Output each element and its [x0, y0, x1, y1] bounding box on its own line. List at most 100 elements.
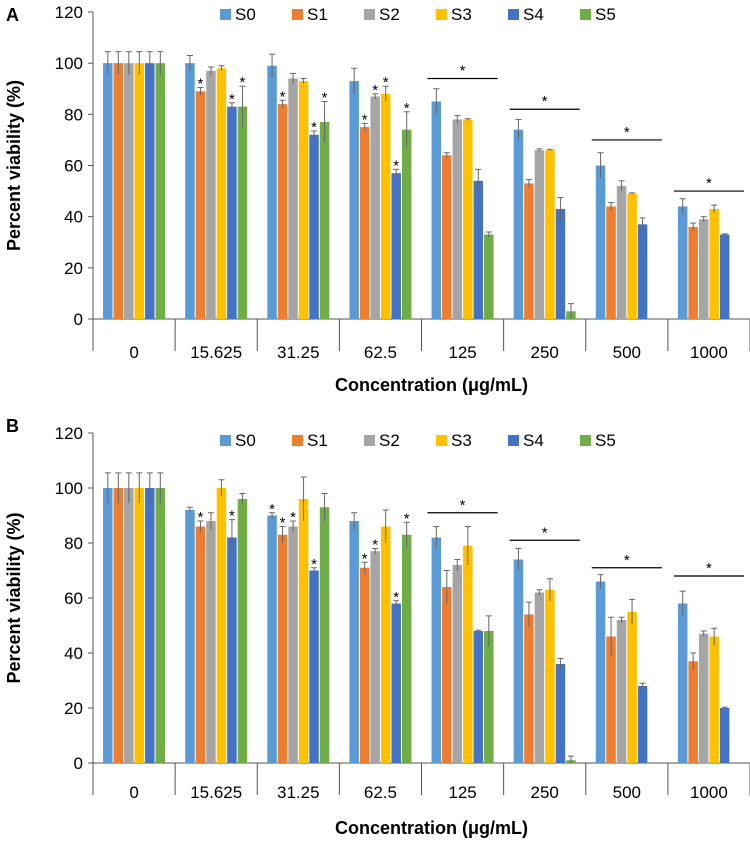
bar-s4-7 — [719, 708, 730, 763]
legend-swatch-s4 — [508, 9, 519, 20]
bar-s1-7 — [688, 661, 698, 763]
bar-s2-0 — [124, 63, 134, 319]
bar-s2-7 — [698, 633, 709, 763]
bar-s3-3 — [380, 526, 391, 763]
bar-s4-2 — [309, 570, 319, 763]
x-tick-label: 125 — [448, 783, 476, 802]
bar-s4-5 — [555, 664, 566, 763]
bar-s4-1 — [227, 106, 237, 320]
significance-star: * — [404, 510, 410, 527]
bar-s2-5 — [534, 150, 545, 319]
bar-s3-1 — [216, 68, 227, 320]
legend-label-s3: S3 — [451, 431, 472, 450]
bar-s0-2 — [267, 515, 277, 763]
bar-s5-2 — [319, 507, 330, 763]
significance-star: * — [542, 93, 548, 110]
y-tick-label: 100 — [55, 54, 83, 73]
bar-s4-1 — [227, 537, 237, 763]
legend-swatch-s5 — [580, 9, 591, 20]
y-tick-label: 40 — [64, 644, 83, 663]
x-tick-label: 250 — [531, 343, 559, 362]
bar-s2-6 — [616, 185, 627, 319]
bar-s5-4 — [484, 631, 494, 763]
legend-swatch-s1 — [292, 9, 303, 20]
x-tick-label: 250 — [531, 783, 559, 802]
bar-s4-5 — [555, 208, 566, 319]
x-tick-label: 0 — [129, 343, 138, 362]
significance-star: * — [280, 515, 286, 532]
x-tick-label: 15.625 — [190, 783, 242, 802]
significance-star: * — [362, 111, 368, 128]
significance-star: * — [240, 74, 246, 91]
y-tick-label: 20 — [64, 699, 83, 718]
significance-star: * — [460, 497, 466, 514]
bar-s1-3 — [359, 127, 370, 319]
significance-star: * — [706, 560, 712, 577]
bar-s1-1 — [195, 526, 206, 763]
legend-label-s1: S1 — [307, 431, 328, 450]
bar-s3-7 — [709, 636, 719, 763]
bar-s1-7 — [688, 226, 698, 319]
bar-s1-0 — [113, 63, 124, 319]
bar-s1-4 — [442, 155, 452, 319]
bar-s4-3 — [391, 603, 401, 763]
bar-s0-3 — [349, 521, 359, 763]
bar-s0-7 — [677, 603, 688, 763]
significance-star: * — [624, 124, 630, 141]
bar-s1-2 — [277, 534, 288, 763]
bar-s0-4 — [431, 101, 442, 320]
bar-s2-2 — [288, 78, 298, 320]
bar-s0-0 — [103, 488, 113, 763]
bar-s4-2 — [309, 134, 319, 319]
x-tick-label: 500 — [613, 783, 641, 802]
bar-s4-4 — [473, 180, 484, 319]
legend-label-s3: S3 — [451, 5, 472, 24]
significance-star: * — [229, 508, 235, 525]
x-tick-label: 125 — [448, 343, 476, 362]
x-tick-label: 0 — [129, 783, 138, 802]
bar-s0-5 — [513, 129, 524, 319]
legend-label-s1: S1 — [307, 5, 328, 24]
x-tick-label: 31.25 — [277, 343, 320, 362]
y-tick-label: 120 — [55, 3, 83, 22]
bar-s5-1 — [237, 499, 248, 763]
significance-star: * — [229, 91, 235, 108]
y-tick-label: 80 — [64, 534, 83, 553]
bar-s0-7 — [677, 206, 688, 319]
bar-s3-7 — [709, 208, 719, 319]
significance-star: * — [198, 509, 204, 526]
bar-s2-2 — [288, 526, 298, 763]
bar-s5-0 — [155, 488, 166, 763]
bar-s0-6 — [595, 165, 606, 319]
bar-s1-6 — [606, 636, 616, 763]
bar-s4-6 — [637, 224, 648, 319]
bar-s3-2 — [298, 81, 309, 319]
bar-s1-0 — [113, 488, 124, 763]
bar-s1-4 — [442, 587, 452, 763]
y-axis-title: Percent viability (%) — [4, 80, 24, 251]
bar-s5-0 — [155, 63, 166, 319]
x-tick-label: 62.5 — [364, 343, 397, 362]
legend-swatch-s2 — [364, 435, 375, 446]
significance-star: * — [322, 90, 328, 107]
y-tick-label: 60 — [64, 589, 83, 608]
bar-s0-3 — [349, 81, 359, 319]
legend-swatch-s0 — [220, 435, 231, 446]
bar-s0-1 — [185, 510, 195, 763]
legend-label-s2: S2 — [379, 5, 400, 24]
significance-star: * — [269, 501, 275, 518]
bar-s4-3 — [391, 173, 401, 319]
legend-swatch-s2 — [364, 9, 375, 20]
significance-star: * — [404, 100, 410, 117]
significance-star: * — [280, 88, 286, 105]
bar-s3-6 — [627, 193, 637, 319]
bar-s1-1 — [195, 91, 206, 319]
significance-star: * — [290, 509, 296, 526]
bar-s1-6 — [606, 206, 616, 319]
bar-s5-2 — [319, 122, 330, 319]
x-tick-label: 62.5 — [364, 783, 397, 802]
legend-swatch-s0 — [220, 9, 231, 20]
bar-s1-5 — [524, 183, 534, 319]
bar-s1-5 — [524, 614, 534, 763]
legend-label-s4: S4 — [523, 5, 544, 24]
